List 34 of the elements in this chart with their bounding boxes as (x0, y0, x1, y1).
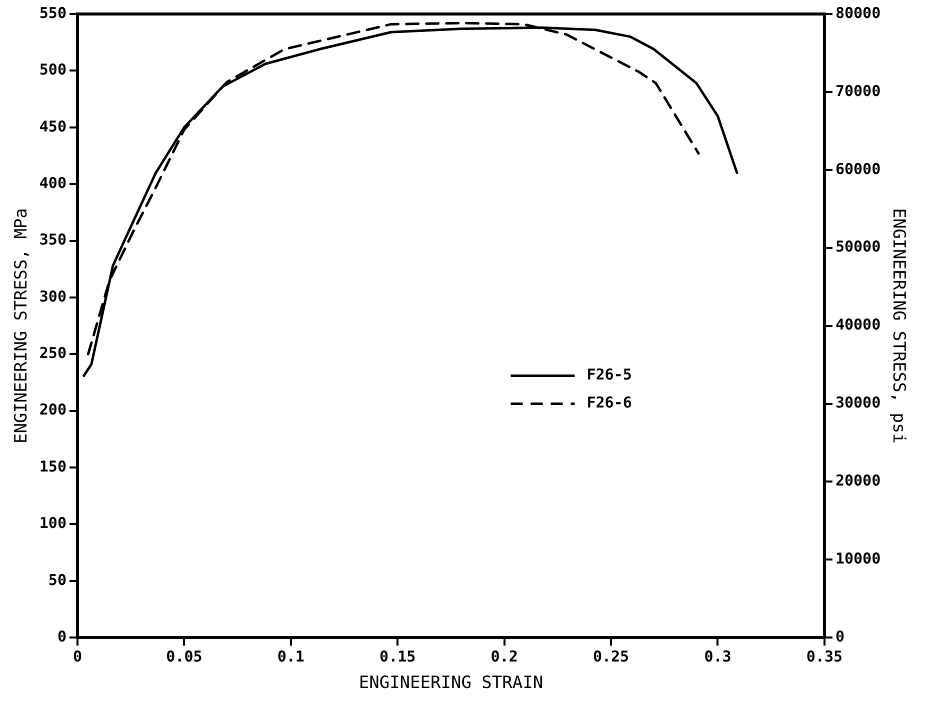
x-axis-title: ENGINEERING STRAIN (358, 673, 544, 694)
y-tick-label: 250 (39, 344, 66, 362)
x-tick-label: 0.3 (704, 647, 732, 666)
x-tick-label: 0.35 (806, 647, 843, 666)
y2-tick-label: 80000 (835, 4, 881, 22)
y2-tick-label: 10000 (835, 550, 881, 568)
y-tick-label: 350 (39, 230, 66, 249)
y-tick-label: 100 (39, 514, 66, 532)
y2-tick-label: 70000 (835, 82, 881, 100)
legend-label: F26-5 (586, 366, 632, 384)
y-tick-label: 400 (39, 174, 66, 192)
x-tick-label: 0.05 (166, 647, 202, 666)
y-tick-label: 450 (39, 117, 66, 136)
y2-tick-label: 50000 (835, 238, 881, 256)
y2-tick-label: 30000 (835, 394, 881, 412)
y-tick-label: 200 (39, 400, 66, 419)
x-tick-label: 0.1 (277, 647, 304, 666)
y-tick-label: 550 (39, 4, 66, 22)
y-tick-label: 500 (39, 60, 66, 79)
x-tick-label: 0.2 (490, 647, 518, 666)
x-tick-label: 0 (72, 647, 82, 666)
y2-axis-title: ENGINEERING STRESS, psi (888, 208, 908, 444)
y-tick-label: 150 (39, 457, 66, 476)
y-tick-label: 0 (57, 627, 66, 646)
y2-tick-label: 20000 (835, 472, 881, 490)
y-tick-label: 50 (48, 570, 66, 589)
legend-label: F26-6 (586, 394, 632, 412)
y2-tick-label: 0 (835, 627, 844, 646)
y2-tick-label: 60000 (835, 160, 881, 178)
y-tick-label: 300 (39, 287, 66, 306)
x-tick-label: 0.25 (592, 647, 630, 666)
y-axis-title: ENGINEERING STRESS, MPa (12, 208, 32, 444)
y2-tick-label: 40000 (835, 316, 881, 334)
x-tick-label: 0.15 (380, 647, 416, 666)
